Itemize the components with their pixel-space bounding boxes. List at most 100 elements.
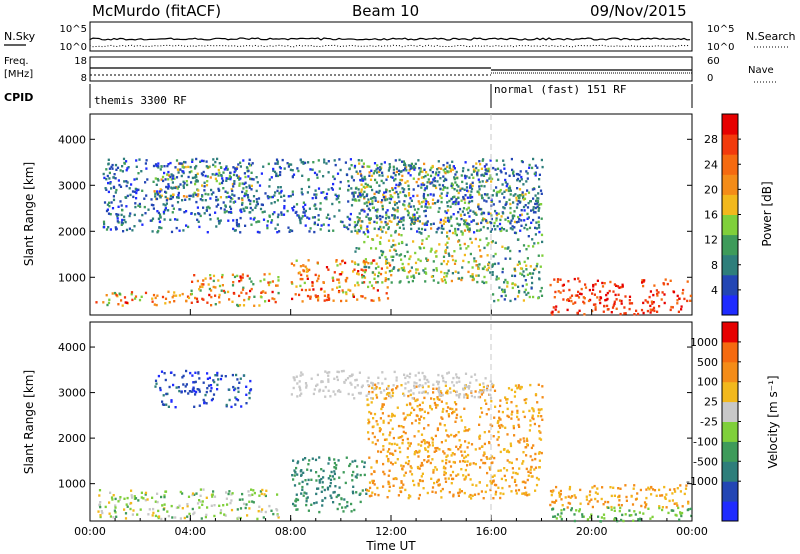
data-cell	[388, 394, 391, 397]
data-cell	[478, 193, 481, 196]
data-cell	[418, 467, 421, 470]
data-cell	[414, 216, 417, 220]
data-cell	[164, 178, 167, 181]
data-cell	[422, 196, 426, 200]
data-cell	[453, 461, 456, 464]
data-cell	[110, 165, 113, 169]
data-cell	[109, 213, 112, 216]
data-cell	[381, 199, 384, 202]
data-cell	[356, 172, 359, 175]
data-cell	[332, 182, 335, 186]
data-cell	[634, 513, 637, 516]
data-cell	[607, 308, 610, 311]
data-cell	[388, 391, 391, 395]
data-cell	[510, 157, 513, 161]
data-cell	[225, 497, 228, 500]
data-cell	[594, 491, 597, 494]
data-cell	[388, 262, 391, 265]
data-cell	[135, 165, 138, 168]
data-cell	[348, 375, 351, 378]
data-cell	[505, 184, 508, 188]
data-cell	[512, 172, 515, 175]
data-cell	[410, 220, 413, 224]
data-cell	[351, 474, 354, 477]
data-cell	[479, 415, 482, 419]
colorbar-tick-label: -500	[693, 455, 718, 468]
colorbar-tick-label: 25	[704, 396, 718, 409]
data-cell	[160, 178, 163, 181]
data-cell	[207, 205, 210, 209]
data-cell	[614, 293, 617, 297]
data-cell	[455, 408, 458, 411]
data-cell	[125, 503, 128, 506]
data-cell	[450, 482, 453, 485]
data-cell	[415, 414, 418, 417]
data-cell	[508, 461, 511, 464]
data-cell	[371, 383, 374, 387]
data-cell	[182, 184, 185, 187]
data-cell	[501, 288, 504, 291]
data-cell	[690, 514, 693, 518]
data-cell	[452, 460, 455, 464]
data-cell	[534, 211, 537, 214]
data-cell	[313, 222, 316, 226]
data-cell	[411, 406, 414, 410]
data-cell	[385, 231, 388, 234]
data-cell	[506, 281, 509, 285]
data-cell	[378, 256, 381, 259]
data-cell	[464, 161, 467, 164]
data-cell	[454, 229, 457, 233]
data-cell	[511, 225, 514, 228]
data-cell	[454, 202, 457, 206]
data-cell	[656, 294, 659, 297]
data-cell	[444, 220, 447, 223]
data-cell	[377, 450, 380, 453]
data-cell	[662, 282, 665, 285]
data-cell	[373, 412, 377, 416]
data-cell	[363, 190, 366, 194]
data-cell	[402, 426, 405, 429]
data-cell	[438, 386, 441, 389]
data-cell	[479, 389, 482, 392]
data-cell	[327, 374, 330, 377]
data-cell	[247, 175, 250, 178]
data-cell	[504, 294, 507, 297]
data-cell	[464, 372, 468, 375]
data-cell	[230, 499, 233, 502]
data-cell	[445, 262, 448, 266]
data-cell	[424, 375, 427, 379]
data-cell	[176, 187, 179, 190]
data-cell	[518, 173, 521, 177]
data-cell	[125, 228, 129, 232]
data-cell	[305, 270, 308, 273]
data-cell	[457, 376, 461, 380]
data-cell	[613, 302, 616, 306]
power-colorbar-label: Power [dB]	[760, 181, 774, 246]
data-cell	[370, 381, 373, 385]
data-cell	[193, 405, 196, 408]
data-cell	[372, 425, 375, 428]
data-cell	[556, 280, 559, 283]
data-cell	[489, 271, 492, 274]
data-cell	[476, 171, 479, 174]
data-cell	[417, 497, 420, 500]
data-cell	[107, 163, 110, 166]
data-cell	[347, 227, 350, 231]
data-cell	[206, 180, 209, 183]
data-cell	[504, 479, 507, 482]
data-cell	[99, 505, 102, 509]
data-cell	[385, 188, 388, 191]
data-cell	[124, 512, 128, 515]
data-cell	[522, 205, 526, 209]
data-cell	[216, 388, 219, 391]
data-cell	[689, 294, 692, 298]
data-cell	[566, 308, 569, 312]
data-cell	[419, 259, 422, 263]
data-cell	[445, 275, 448, 278]
data-cell	[332, 501, 335, 504]
data-cell	[196, 180, 199, 183]
data-cell	[407, 390, 410, 393]
data-cell	[302, 269, 306, 273]
data-cell	[453, 195, 456, 198]
data-cell	[590, 513, 593, 516]
